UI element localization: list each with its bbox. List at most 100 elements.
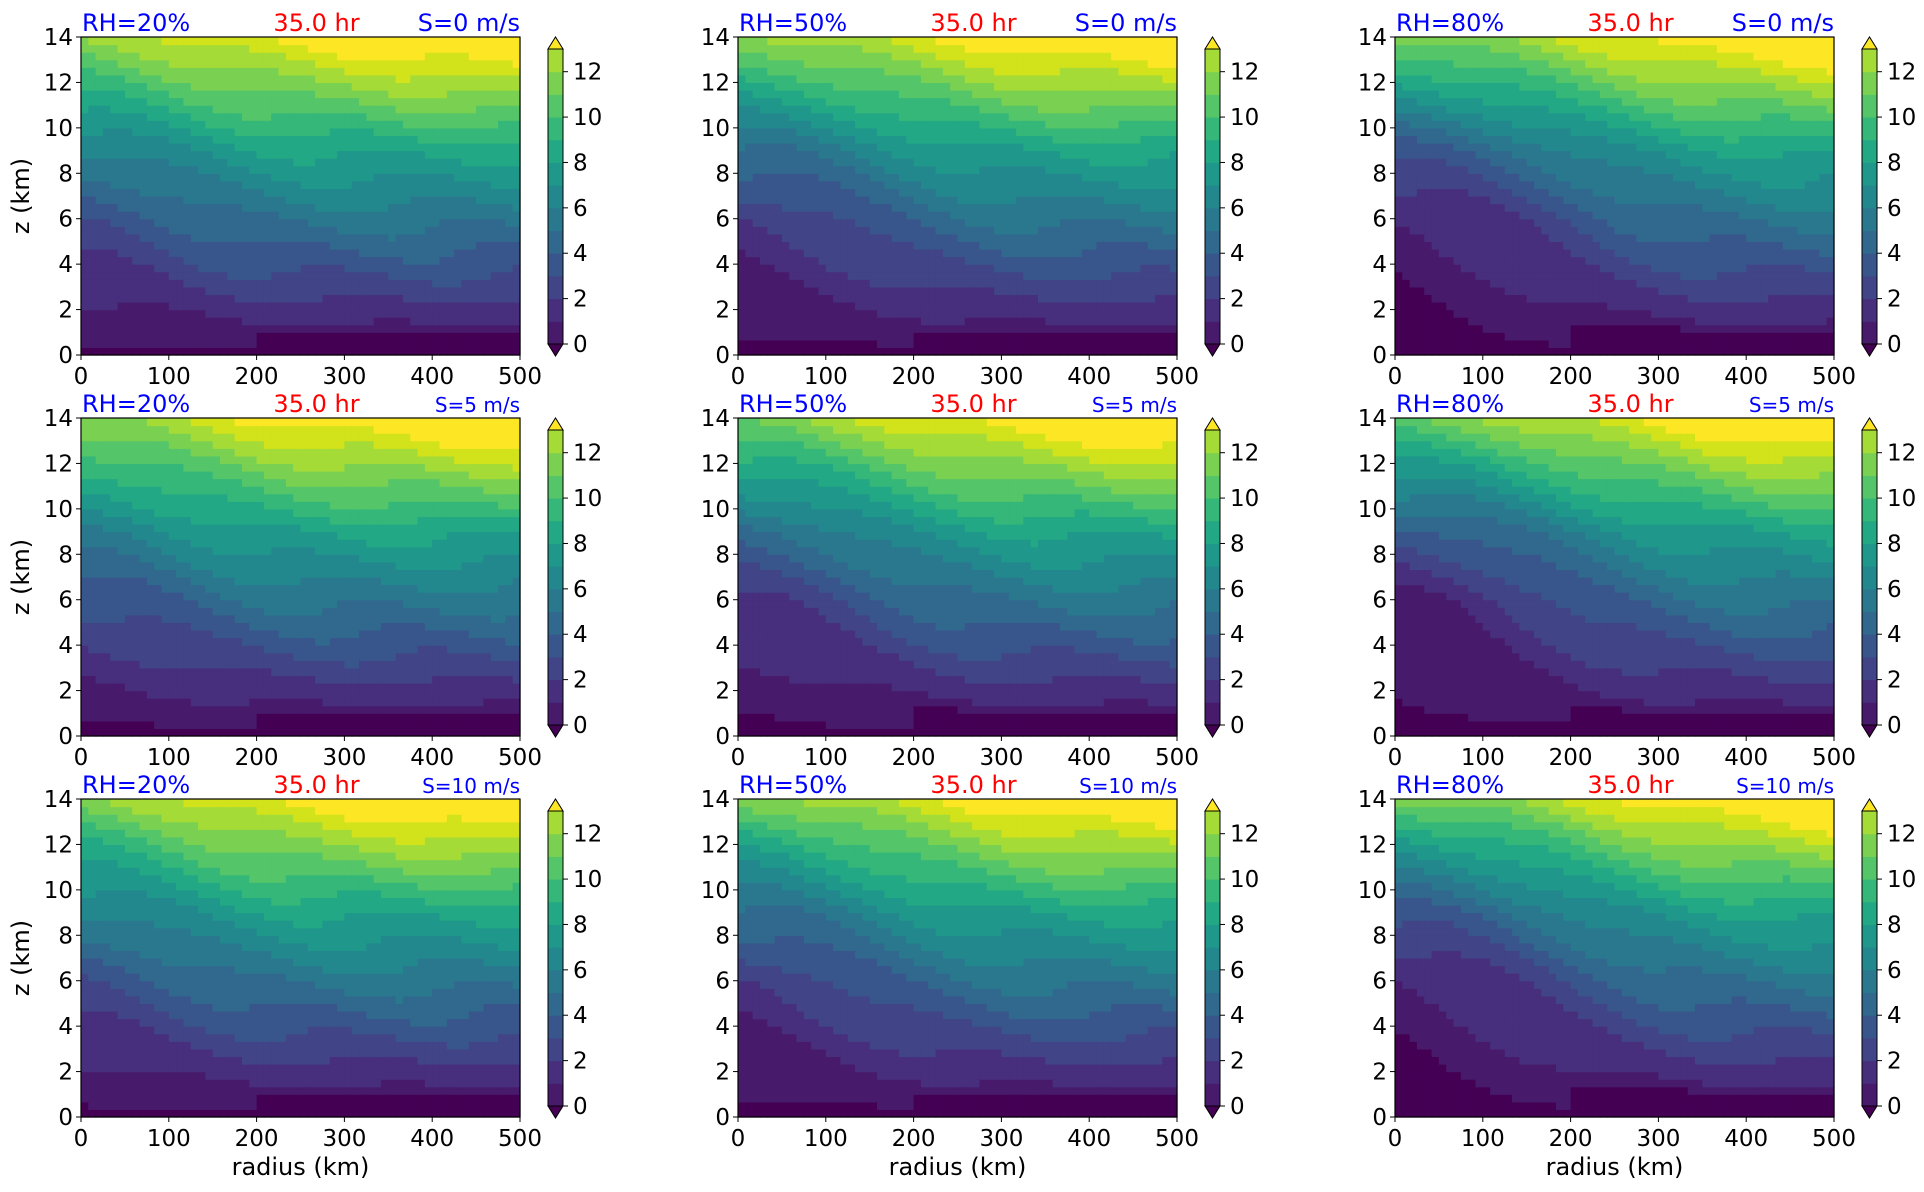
contour-cell — [745, 82, 753, 90]
contour-cell — [154, 332, 162, 340]
contour-cell — [81, 188, 89, 196]
contour-cell — [301, 204, 309, 212]
contour-cell — [753, 241, 761, 249]
contour-cell — [418, 234, 426, 242]
contour-cell — [797, 120, 805, 128]
contour-cell — [461, 45, 469, 53]
contour-cell — [88, 226, 96, 234]
contour-cell — [469, 219, 477, 227]
contour-cell — [738, 317, 746, 325]
contour-cell — [286, 135, 294, 143]
contour-cell — [388, 204, 396, 212]
contour-cell — [264, 294, 272, 302]
contour-cell — [862, 196, 870, 204]
contour-cell — [826, 310, 834, 318]
contour-cell — [257, 310, 265, 318]
contour-cell — [96, 60, 104, 68]
contour-cell — [381, 219, 389, 227]
contour-cell — [125, 332, 133, 340]
contour-cell — [899, 226, 907, 234]
contour-cell — [469, 67, 477, 75]
contour-cell — [862, 181, 870, 189]
contour-cell — [840, 90, 848, 98]
contour-cell — [461, 67, 469, 75]
contour-cell — [147, 82, 155, 90]
contour-cell — [862, 37, 870, 45]
contour-cell — [432, 234, 440, 242]
contour-cell — [862, 105, 870, 113]
contour-cell — [308, 151, 316, 159]
contour-cell — [81, 219, 89, 227]
contour-cell — [469, 211, 477, 219]
contour-cell — [862, 128, 870, 136]
contour-cell — [848, 45, 856, 53]
contour-cell — [789, 234, 797, 242]
contour-cell — [249, 249, 257, 257]
contour-cell — [396, 181, 404, 189]
contour-cell — [352, 75, 360, 83]
contour-cell — [374, 340, 382, 348]
contour-cell — [220, 249, 228, 257]
contour-cell — [745, 45, 753, 53]
contour-cell — [396, 158, 404, 166]
contour-cell — [892, 143, 900, 151]
contour-cell — [257, 181, 265, 189]
contour-cell — [505, 196, 513, 204]
contour-cell — [899, 211, 907, 219]
contour-cell — [454, 166, 462, 174]
contour-cell — [396, 226, 404, 234]
contour-cell — [789, 226, 797, 234]
contour-cell — [271, 166, 279, 174]
colorbar-tick-label: 2 — [573, 287, 588, 313]
contour-cell — [235, 204, 243, 212]
contour-cell — [483, 98, 491, 106]
contour-cell — [183, 135, 191, 143]
contour-cell — [249, 120, 257, 128]
contour-cell — [110, 105, 118, 113]
contour-cell — [461, 143, 469, 151]
contour-cell — [403, 181, 411, 189]
contour-cell — [818, 135, 826, 143]
contour-cell — [906, 325, 914, 333]
contour-cell — [147, 317, 155, 325]
contour-cell — [103, 60, 111, 68]
contour-cell — [301, 302, 309, 310]
contour-cell — [498, 226, 506, 234]
contour-cell — [344, 67, 352, 75]
contour-cell — [884, 347, 892, 355]
contour-cell — [366, 211, 374, 219]
contour-cell — [432, 219, 440, 227]
contour-cell — [833, 279, 841, 287]
contour-cell — [877, 181, 885, 189]
contour-cell — [227, 204, 235, 212]
contour-cell — [359, 82, 367, 90]
contour-cell — [833, 264, 841, 272]
contour-cell — [154, 204, 162, 212]
contour-cell — [322, 135, 330, 143]
contour-cell — [767, 173, 775, 181]
contour-cell — [118, 98, 126, 106]
contour-cell — [286, 75, 294, 83]
contour-cell — [191, 113, 199, 121]
contour-cell — [366, 204, 374, 212]
contour-cell — [271, 317, 279, 325]
contour-cell — [198, 234, 206, 242]
contour-cell — [848, 60, 856, 68]
contour-cell — [461, 90, 469, 98]
contour-cell — [191, 45, 199, 53]
contour-cell — [337, 158, 345, 166]
contour-cell — [359, 272, 367, 280]
contour-cell — [826, 82, 834, 90]
contour-cell — [220, 302, 228, 310]
contour-cell — [410, 98, 418, 106]
contour-cell — [906, 287, 914, 295]
contour-cell — [767, 234, 775, 242]
contour-cell — [366, 135, 374, 143]
contour-cell — [140, 82, 148, 90]
contour-cell — [381, 257, 389, 265]
contour-cell — [804, 317, 812, 325]
contour-cell — [315, 347, 323, 355]
contour-cell — [811, 211, 819, 219]
contour-cell — [103, 75, 111, 83]
contour-cell — [249, 196, 257, 204]
